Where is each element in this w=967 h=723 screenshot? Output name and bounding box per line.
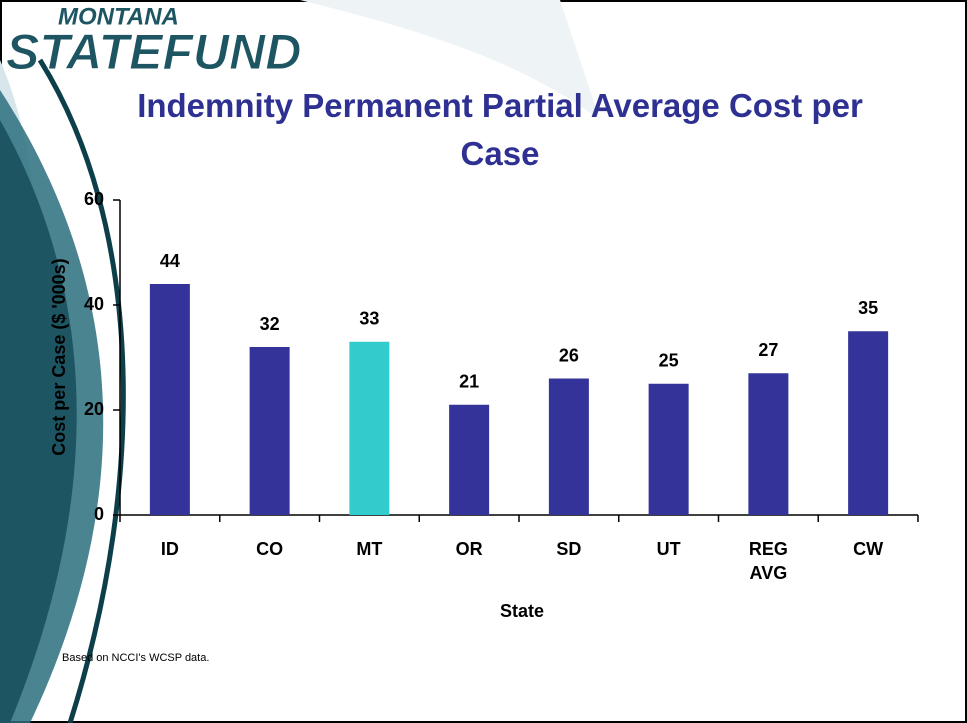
swoosh-dark: [0, 120, 77, 723]
bar: [748, 373, 789, 515]
y-tick-label: 0: [94, 504, 104, 524]
data-label: 44: [160, 251, 180, 271]
data-label: 25: [659, 351, 679, 371]
bar: [648, 383, 689, 515]
y-tick-label: 60: [84, 189, 104, 209]
data-label: 26: [559, 345, 579, 365]
x-tick-label: UT: [656, 539, 681, 559]
chart-title: Indemnity Permanent Partial Average Cost…: [137, 87, 863, 172]
y-axis-label: Cost per Case ($ '000s): [49, 258, 69, 455]
data-label: 35: [858, 298, 878, 318]
bar: [149, 284, 190, 515]
swoosh-line: [37, 58, 126, 723]
x-tick-label: ID: [160, 539, 179, 559]
x-axis-label: State: [500, 601, 544, 621]
y-tick-label: 40: [84, 294, 104, 314]
bar: [349, 341, 390, 515]
bar: [449, 404, 490, 515]
data-label: 33: [359, 309, 379, 329]
footnote: Based on NCCI's WCSP data.: [62, 652, 210, 664]
data-label: 21: [459, 372, 479, 392]
y-tick-label: 20: [84, 399, 104, 419]
logo-bottom: STATEFUND: [6, 24, 301, 80]
x-tick-label: CO: [256, 539, 284, 559]
x-tick-label: CW: [853, 539, 884, 559]
x-tick-label: REG AVG: [748, 539, 788, 583]
x-tick-label: MT: [356, 539, 383, 559]
bar: [548, 378, 589, 515]
header-deco: [300, 0, 600, 120]
x-tick-label: SD: [556, 539, 582, 559]
bar: [848, 331, 889, 515]
x-tick-label: OR: [455, 539, 483, 559]
data-label: 32: [260, 314, 280, 334]
data-label: 27: [758, 340, 778, 360]
logo-top: MONTANA: [58, 3, 179, 30]
bar: [249, 347, 290, 515]
